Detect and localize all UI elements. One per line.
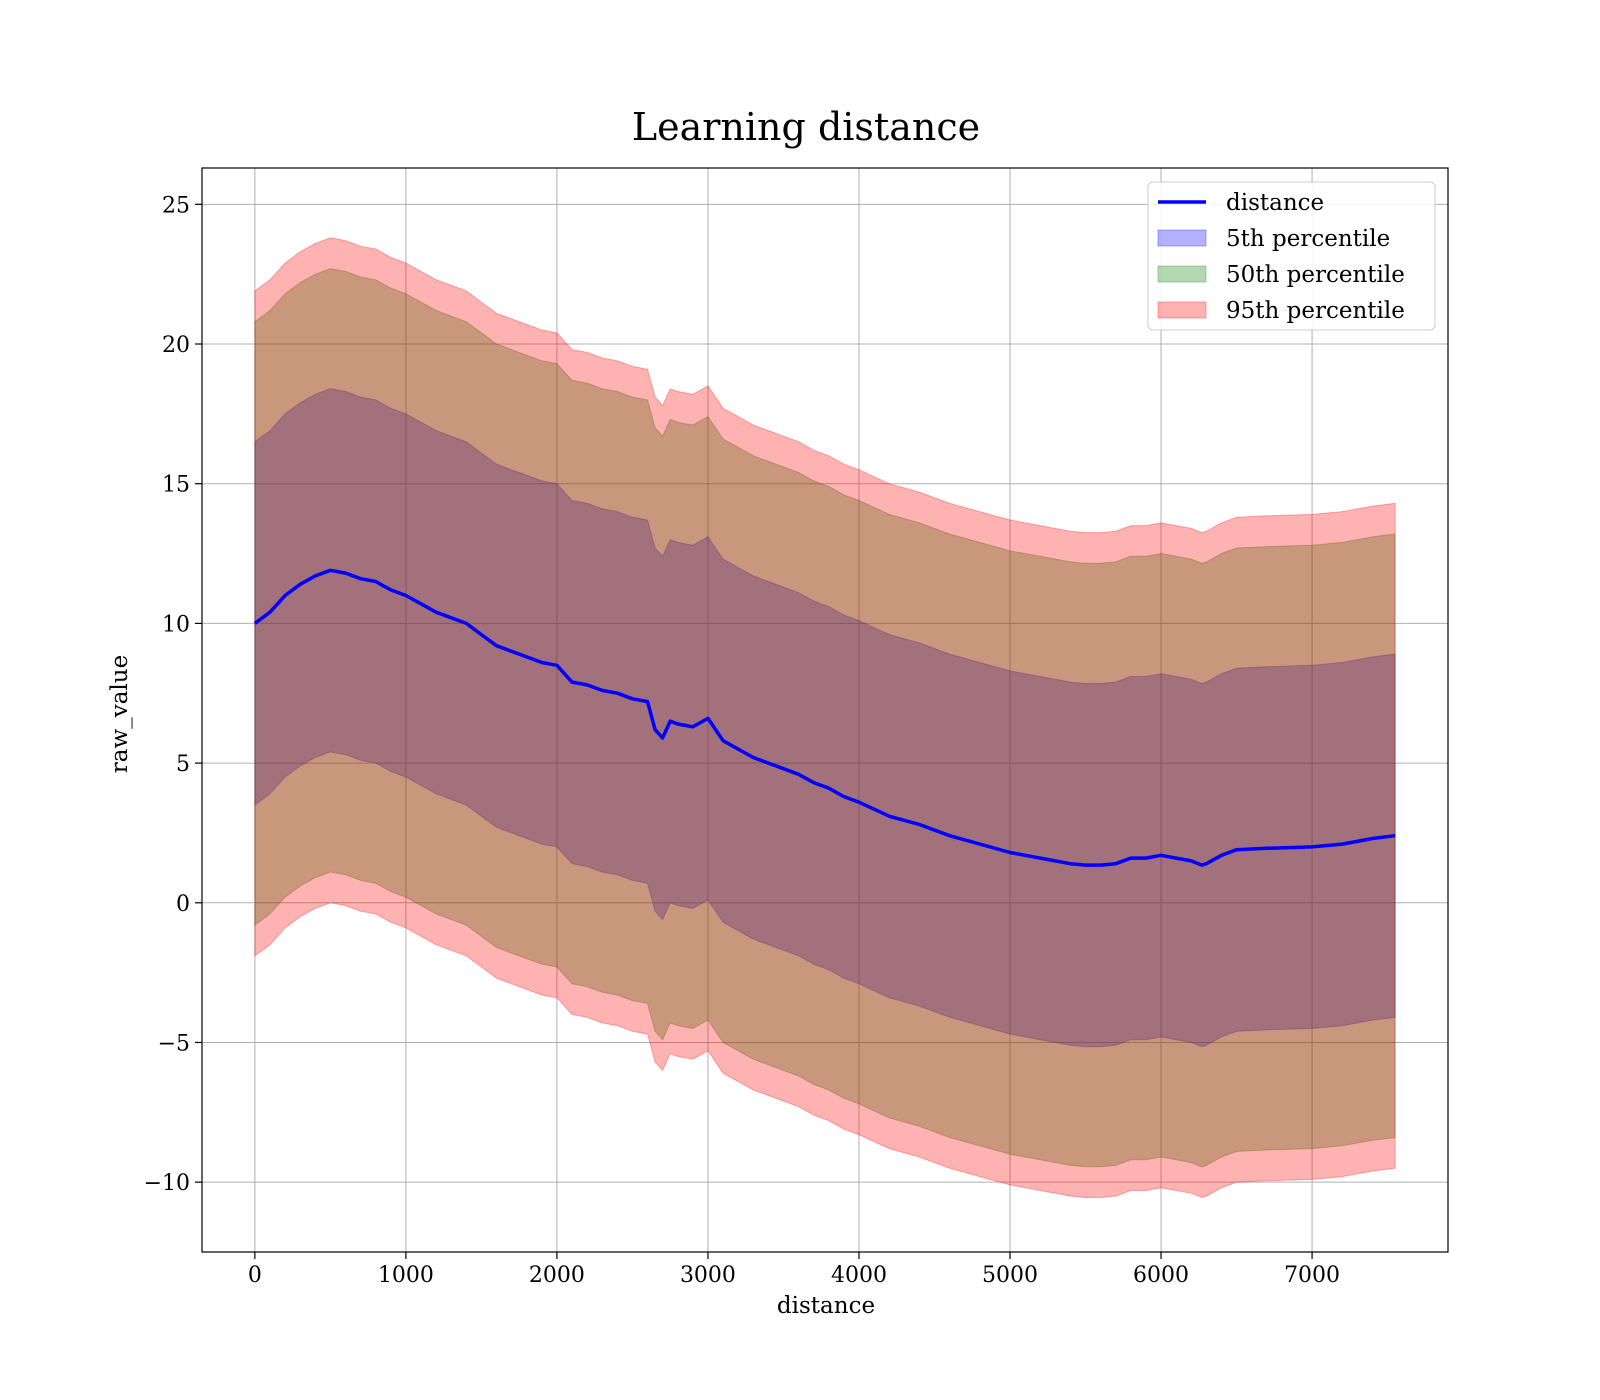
legend-swatch [1157, 301, 1207, 319]
legend-swatch [1157, 265, 1207, 283]
y-tick-label: 10 [162, 612, 190, 637]
y-axis-ticks: −10 −5 0 5 10 15 20 25 [144, 193, 202, 1196]
legend-label: 5th percentile [1226, 226, 1390, 252]
x-tick-label: 6000 [1133, 1263, 1189, 1288]
y-axis-label: raw_value [107, 655, 133, 773]
x-tick-label: 5000 [982, 1263, 1038, 1288]
y-tick-label: 0 [176, 892, 190, 917]
band-50th-percentile [254, 268, 1396, 1168]
y-tick-label: 5 [176, 752, 190, 777]
y-tick-label: 20 [162, 333, 190, 358]
x-tick-label: 2000 [529, 1263, 585, 1288]
plot-frame [201, 167, 1449, 1253]
legend-label: 95th percentile [1226, 298, 1405, 324]
x-tick-label: 3000 [680, 1263, 736, 1288]
y-tick-label: −10 [144, 1171, 190, 1196]
bands [254, 237, 1396, 1199]
y-tick-label: −5 [158, 1031, 190, 1056]
legend-label: distance [1226, 190, 1324, 216]
legend-box [1147, 181, 1436, 331]
x-tick-label: 1000 [378, 1263, 434, 1288]
legend-swatch [1157, 229, 1207, 247]
grid [202, 168, 1448, 1252]
lines [253, 568, 1396, 867]
band-5th-percentile [254, 388, 1396, 1048]
x-axis-ticks: 0 1000 2000 3000 4000 5000 6000 7000 [248, 1252, 1340, 1288]
band-95th-percentile [254, 237, 1396, 1199]
legend-label: 50th percentile [1226, 262, 1405, 288]
series-line-distance [253, 568, 1396, 867]
x-tick-label: 4000 [831, 1263, 887, 1288]
x-tick-label: 7000 [1284, 1263, 1340, 1288]
y-tick-label: 25 [162, 193, 190, 218]
x-tick-label: 0 [248, 1263, 262, 1288]
x-axis-label: distance [777, 1293, 875, 1319]
y-tick-label: 15 [162, 473, 190, 498]
legend: distance 5th percentile 50th percentile 95t… [1147, 181, 1436, 331]
chart-title: Learning distance [632, 105, 980, 149]
